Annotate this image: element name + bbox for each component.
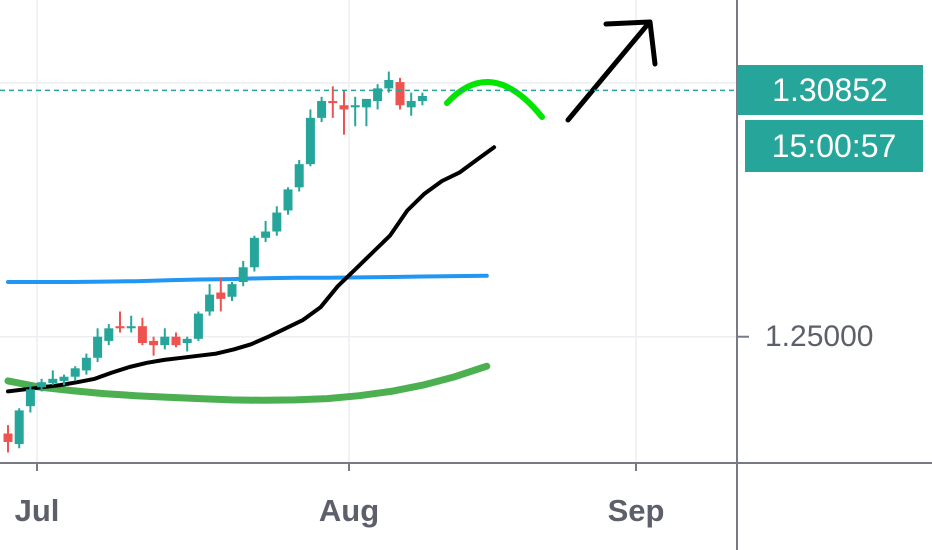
candle-up [25,383,35,413]
candle-body [328,101,338,104]
candle-body [126,326,136,329]
projection-curve [444,79,545,120]
candle-up [59,374,69,386]
x-tick-label-sep: Sep [607,493,665,528]
candle-up [305,109,315,167]
candle-up [261,220,271,243]
last-price-label: 1.30852 [737,65,923,116]
candle-body [261,231,271,238]
candlesticks [3,71,427,453]
candle-up [48,370,58,386]
candle-body [160,336,170,346]
candle-up [193,311,203,341]
candle-up [417,92,427,106]
candle-body [406,101,416,108]
candle-up [384,71,394,93]
candle-body [395,82,405,106]
candle-body [305,117,315,165]
candle-body [104,328,114,341]
candle-down [149,336,159,356]
y-tick-label: 1.25000 [765,319,874,353]
candle-up [81,353,91,375]
candle-body [238,267,248,283]
moving-averages [4,145,497,404]
candle-body [115,326,125,329]
candle-body [294,164,304,188]
candle-up [272,206,282,236]
candle-down [171,332,181,348]
candle-body [216,292,226,299]
candle-body [373,88,383,102]
candle-body [25,389,35,407]
candle-body [384,79,394,89]
candle-up [350,96,360,127]
candle-body [93,336,103,358]
candle-body [149,340,159,346]
candle-body [59,376,69,381]
candle-down [328,86,338,118]
axis-ticks [36,335,749,471]
x-tick-label-aug: Aug [318,493,380,528]
candle-countdown-label: 15:00:57 [745,120,923,172]
candle-body [283,189,293,211]
x-tick-label-jul: Jul [14,493,60,528]
candle-up [182,336,192,352]
candle-down [3,425,13,453]
candle-body [137,326,147,344]
candle-body [48,378,58,384]
candle-body [317,101,327,118]
candle-up [14,408,24,449]
candle-body [3,433,13,442]
candle-body [81,357,91,371]
candle-body [339,105,349,110]
candle-up [238,260,248,287]
projection-drawings [444,19,658,123]
candle-up [283,187,293,215]
candle-up [104,324,114,346]
candle-body [193,313,203,339]
candle-up [361,98,371,127]
candle-body [361,98,371,108]
candle-body [205,294,215,312]
candle-up [373,84,383,110]
ma-fast-line [6,145,497,394]
candle-body [14,410,24,445]
candle-body [182,338,192,344]
candle-down [115,311,125,333]
candle-down [395,77,405,110]
candle-up [249,235,259,272]
candle-body [417,95,427,102]
candle-up [294,159,304,192]
candle-up [227,282,237,301]
arrow-head-icon [603,19,658,67]
projection-arrow [565,21,651,123]
candle-body [272,212,282,232]
candle-up [406,92,416,116]
candle-body [227,284,237,297]
candle-up [37,378,47,392]
candle-body [37,382,47,388]
candle-up [205,284,215,316]
candle-down [339,90,349,135]
candle-up [70,366,80,381]
candle-up [93,328,103,362]
candle-body [249,237,259,268]
candle-down [137,317,147,346]
ma-slow-line [4,362,491,404]
candle-body [70,368,80,377]
candle-up [317,96,327,123]
candle-up [160,328,170,350]
candle-body [350,105,360,108]
candle-up [126,315,136,333]
candle-body [171,336,181,346]
candle-down [216,277,226,312]
